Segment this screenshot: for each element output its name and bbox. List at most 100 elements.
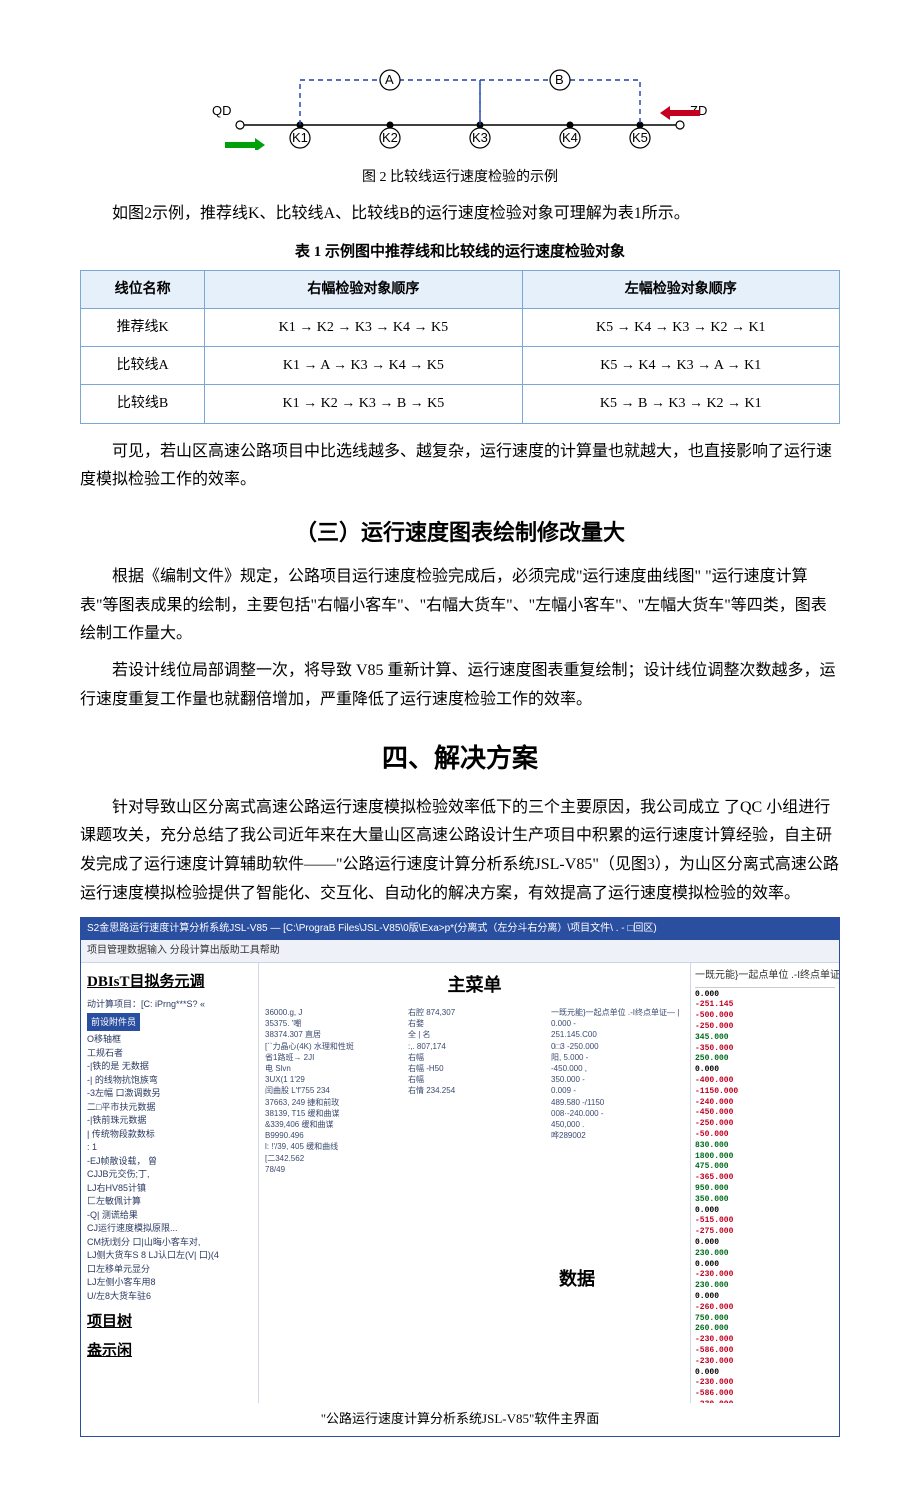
value-row: 830.000	[695, 1141, 835, 1152]
grid-cell: -450.000 ,	[551, 1063, 684, 1074]
value-row: -230.000	[695, 1357, 835, 1368]
value-row: 750.000	[695, 1314, 835, 1325]
grid-cell: 35375. '嘲	[265, 1018, 398, 1029]
grid-cell: 38139, T15 缓和曲谋	[265, 1108, 398, 1119]
value-row: -450.000	[695, 1108, 835, 1119]
grid-cell: 78/49	[265, 1164, 398, 1175]
value-row: 0.000	[695, 1206, 835, 1217]
value-row: -230.000	[695, 1270, 835, 1281]
value-row: -275.000	[695, 1227, 835, 1238]
para-h2-1: 针对导致山区分离式高速公路运行速度模拟检验效率低下的三个主要原因，我公司成立 了…	[80, 794, 840, 909]
tree-item[interactable]: -|铁的是 无数据	[87, 1060, 252, 1074]
grid-cell: 一既元能}一起点单位 .-I终点单证— |	[551, 1007, 684, 1018]
value-row: -50.000	[695, 1130, 835, 1141]
para-after-table: 可见，若山区高速公路项目中比选线越多、越复杂，运行速度的计算量也就越大，也直接影…	[80, 438, 840, 496]
grid-cell: 450,000 .	[551, 1119, 684, 1130]
tree-item[interactable]: -3左幅 口激调数另	[87, 1087, 252, 1101]
data-grid-panel[interactable]: 主菜单 36000.g, J35375. '嘲38374.307 直居[``力晶…	[259, 963, 690, 1403]
value-row: -400.000	[695, 1076, 835, 1087]
value-row: -251.145	[695, 1000, 835, 1011]
para-h3-1b: 若设计线位局部调整一次，将导致 V85 重新计算、运行速度图表重复绘制；设计线位…	[80, 657, 840, 715]
table-row: 比较线A K1 → A → K3 → K4 → K5 K5 → K4 → K3 …	[81, 347, 840, 385]
grid-cell: 闰曲股 L'f'755 234	[265, 1085, 398, 1096]
value-row: -350.000	[695, 1044, 835, 1055]
tree-item[interactable]: LJ左侧小客车用8	[87, 1276, 252, 1290]
grid-cell: [二342.562	[265, 1153, 398, 1164]
tree-item[interactable]: LJ侧大货车S 8 LJ认口左(V| 口)(4	[87, 1249, 252, 1263]
tree-item[interactable]: -EJ帧散设载， 曾	[87, 1155, 252, 1169]
grid-cell: 右幅	[408, 1052, 541, 1063]
grid-cell: 489.580 -/1150	[551, 1097, 684, 1108]
screenshot-caption: "公路运行速度计算分析系统JSL-V85"软件主界面	[81, 1403, 839, 1436]
grid-cell: 右婺	[408, 1018, 541, 1029]
grid-cell: 电 Slvn	[265, 1063, 398, 1074]
grid-cell: B9990.496	[265, 1130, 398, 1141]
tree-item[interactable]: 匚左敏佩计算	[87, 1195, 252, 1209]
col-2: 左幅检验对象顺序	[522, 270, 839, 308]
value-row: 1800.000	[695, 1152, 835, 1163]
window-titlebar: S2金思路运行速度计算分析系统JSL-V85 — [C:\PrograB Fil…	[81, 918, 839, 940]
value-row: -250.000	[695, 1119, 835, 1130]
label-project-tree: 项目树	[87, 1309, 252, 1336]
grid-cell: [``力晶心(4K) 水理和性斑	[265, 1041, 398, 1052]
grid-cell: 阳, 5.000 -	[551, 1052, 684, 1063]
value-row: -500.000	[695, 1011, 835, 1022]
value-row: -230.000	[695, 1400, 835, 1403]
grid-cell: 38374.307 直居	[265, 1029, 398, 1040]
value-row: 230.000	[695, 1281, 835, 1292]
table-1: 线位名称 右幅检验对象顺序 左幅检验对象顺序 推荐线K K1 → K2 → K3…	[80, 270, 840, 424]
value-row: 0.000	[695, 990, 835, 1001]
tree-item[interactable]: 口左移单元显分	[87, 1263, 252, 1277]
tree-item[interactable]: -Q| 测谎给果	[87, 1209, 252, 1223]
grid-cell: l: !'/39, 405 缓和曲线	[265, 1141, 398, 1152]
tree-item[interactable]: LJ右HV85计镇	[87, 1182, 252, 1196]
value-row: 475.000	[695, 1162, 835, 1173]
tree-item[interactable]: : 1	[87, 1141, 252, 1155]
grid-cell: 右幅 -H50	[408, 1063, 541, 1074]
window-menubar[interactable]: 项目管理数据输入 分段计算出版助工具帮助	[81, 940, 839, 963]
grid-cell: 右情 234.254	[408, 1085, 541, 1096]
table-row: 比较线B K1 → K2 → K3 → B → K5 K5 → B → K3 →…	[81, 385, 840, 423]
grid-cell: 0□3 -250.000	[551, 1041, 684, 1052]
tree-item[interactable]: CM抚l划分 口|山晦小客车对,	[87, 1236, 252, 1250]
grid-cell: 251.145.C00	[551, 1029, 684, 1040]
value-row: -240.000	[695, 1098, 835, 1109]
grid-cell: 008·-240.000 -	[551, 1108, 684, 1119]
value-row: -586.000	[695, 1389, 835, 1400]
para-after-fig2: 如图2示例，推荐线K、比较线A、比较线B的运行速度检验对象可理解为表1所示。	[80, 200, 840, 229]
tree-item[interactable]: 二□平市扶元数据	[87, 1101, 252, 1115]
value-row: 345.000	[695, 1033, 835, 1044]
para-h3-1a: 根据《编制文件》规定，公路项目运行速度检验完成后，必须完成"运行速度曲线图" "…	[80, 563, 840, 649]
heading-3-1: （三）运行速度图表绘制修改量大	[80, 513, 840, 553]
grid-cell: 省1路班→ 2JI	[265, 1052, 398, 1063]
value-row: -260.000	[695, 1303, 835, 1314]
tree-item[interactable]: -|铁前珠元数据	[87, 1114, 252, 1128]
value-row: 950.000	[695, 1184, 835, 1195]
grid-cell: 350.000 -	[551, 1074, 684, 1085]
tree-item[interactable]: CJJB元交伤;丁,	[87, 1168, 252, 1182]
grid-cell: 右腔 874,307	[408, 1007, 541, 1018]
value-row: -365.000	[695, 1173, 835, 1184]
tree-item[interactable]: U/左8大货车驻6	[87, 1290, 252, 1304]
tree-item[interactable]: | 传统物段款数标	[87, 1128, 252, 1142]
svg-text:K3: K3	[472, 130, 488, 145]
values-panel[interactable]: 一既元能}一起点单位 .-I终点单证— | 0.000-251.145-500.…	[690, 963, 839, 1403]
values-header: 一既元能}一起点单位 .-I终点单证— |	[695, 967, 835, 988]
project-tree-panel[interactable]: DBIsT目拟务元调 动计算项目：[C: iPrng***S? « 前设附件员 …	[81, 963, 259, 1403]
col-1: 右幅检验对象顺序	[205, 270, 522, 308]
tree-item[interactable]: CJ运行速度模拟原限...	[87, 1222, 252, 1236]
heading-2-1: 四、解决方案	[80, 735, 840, 782]
value-row: -230.000	[695, 1378, 835, 1389]
grid-cell: 3UX(1 1'29	[265, 1074, 398, 1085]
tree-item[interactable]: 工规石者	[87, 1047, 252, 1061]
figure-2-diagram: QD ZD K1 K2 K3 K4 K5 A B	[80, 60, 840, 161]
tree-item[interactable]: O移轴框	[87, 1033, 252, 1047]
left-badge[interactable]: 前设附件员	[87, 1013, 140, 1031]
grid-cell: 36000.g, J	[265, 1007, 398, 1018]
value-row: -515.000	[695, 1216, 835, 1227]
svg-text:K5: K5	[632, 130, 648, 145]
tree-item[interactable]: -| 的线物抗饱族弯	[87, 1074, 252, 1088]
table-row: 推荐线K K1 → K2 → K3 → K4 → K5 K5 → K4 → K3…	[81, 308, 840, 346]
value-row: 260.000	[695, 1324, 835, 1335]
node-qd: QD	[212, 103, 232, 118]
